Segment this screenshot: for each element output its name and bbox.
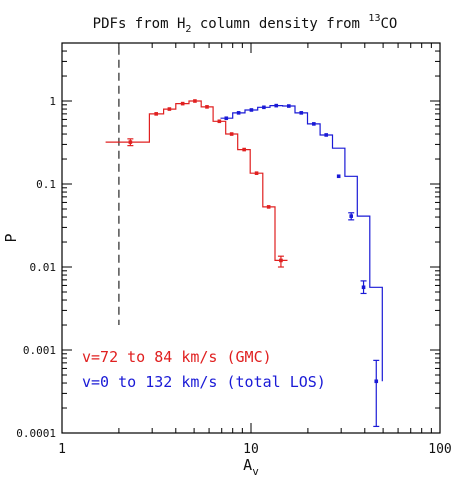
chart-title-part: column density from: [191, 16, 368, 32]
data-point: [217, 119, 222, 124]
data-point: [336, 174, 341, 179]
y-tick-label: 1: [49, 95, 56, 108]
series-step-line: [220, 105, 383, 382]
data-point: [249, 108, 254, 112]
x-axis-label-main: A: [243, 456, 252, 474]
data-point: [262, 105, 266, 110]
chart-title-part: CO: [380, 16, 397, 32]
x-tick-label: 100: [428, 442, 451, 457]
data-point: [299, 111, 304, 115]
data-point: [154, 112, 158, 116]
legend-entry-total-los: v=0 to 132 km/s (total LOS): [82, 373, 326, 391]
chart-title-subscript: 2: [185, 24, 191, 35]
x-tick-label: 1: [58, 442, 66, 457]
data-point: [287, 104, 291, 108]
data-point: [224, 116, 229, 121]
y-tick-label: 0.0001: [16, 427, 56, 440]
x-axis-label-subscript: v: [252, 465, 259, 478]
x-tick-label: 10: [243, 442, 259, 457]
series-0: [105, 99, 288, 268]
data-point: [205, 105, 209, 109]
data-point: [167, 107, 172, 111]
chart-title: PDFs from H2 column density from 13CO: [93, 13, 398, 35]
axis-ticks: [61, 42, 440, 434]
data-point: [180, 101, 185, 106]
data-point: [236, 111, 241, 115]
axis-tick-labels: 1 10 100 0.0001 0.001 0.01 0.1 1: [16, 95, 451, 457]
chart-title-superscript: 13: [368, 13, 380, 24]
chart-title-part: PDFs from H: [93, 16, 186, 32]
data-point: [324, 133, 329, 137]
data-point: [274, 103, 279, 108]
legend-entry-gmc: v=72 to 84 km/s (GMC): [82, 348, 272, 366]
y-tick-label: 0.01: [30, 261, 57, 274]
data-point: [254, 171, 259, 175]
data-point: [312, 122, 316, 126]
y-axis-label: P: [2, 233, 20, 242]
series-step-line: [105, 100, 288, 261]
data-point: [193, 99, 197, 103]
data-point: [242, 147, 246, 152]
x-axis-label: Av: [243, 456, 259, 478]
series-1: [220, 103, 383, 428]
data-point: [229, 132, 234, 136]
y-tick-label: 0.001: [23, 344, 56, 357]
data-point: [266, 205, 271, 209]
series-layer: [105, 99, 383, 428]
y-tick-label: 0.1: [36, 178, 56, 191]
legend: v=72 to 84 km/s (GMC) v=0 to 132 km/s (t…: [82, 348, 326, 391]
